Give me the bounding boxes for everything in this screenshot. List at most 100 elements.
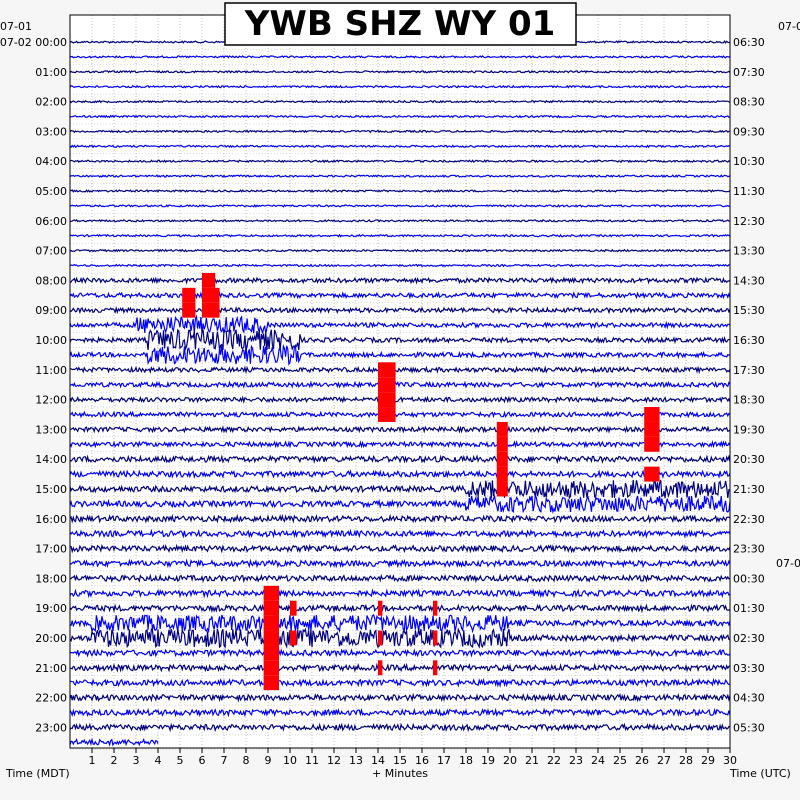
right-hour-label: 14:30 bbox=[733, 274, 765, 287]
right-hour-label: 15:30 bbox=[733, 304, 765, 317]
x-axis-title: + Minutes bbox=[372, 767, 428, 780]
right-hour-label: 03:30 bbox=[733, 662, 765, 675]
left-hour-label: 06:00 bbox=[35, 215, 67, 228]
right-date-mid: 07-02 bbox=[776, 557, 800, 570]
right-date-top: 07-01 bbox=[778, 20, 800, 33]
clipped-signal bbox=[378, 392, 396, 408]
left-hour-label: 10:00 bbox=[35, 334, 67, 347]
trace-layer bbox=[69, 39, 731, 747]
clipped-signal bbox=[202, 302, 220, 318]
clipped-signal bbox=[433, 630, 438, 646]
clipped-signal bbox=[378, 362, 396, 378]
seismic-trace bbox=[69, 84, 731, 89]
left-hour-label: 21:00 bbox=[35, 662, 67, 675]
x-tick-label: 16 bbox=[415, 754, 429, 767]
clipped-signal bbox=[263, 630, 279, 646]
seismic-trace bbox=[69, 204, 731, 208]
left-hour-label: 07-02 00:00 bbox=[0, 36, 67, 49]
right-hour-label: 02:30 bbox=[733, 632, 765, 645]
seismic-trace bbox=[69, 543, 731, 554]
x-tick-label: 3 bbox=[133, 754, 140, 767]
x-tick-label: 18 bbox=[459, 754, 473, 767]
x-tick-label: 22 bbox=[547, 754, 561, 767]
seismic-trace bbox=[69, 677, 731, 688]
seismic-trace bbox=[69, 707, 731, 718]
seismic-trace bbox=[69, 328, 730, 352]
right-hour-label: 11:30 bbox=[733, 185, 765, 198]
left-hour-label: 03:00 bbox=[35, 125, 67, 138]
x-tick-label: 30 bbox=[723, 754, 737, 767]
clipped-signal bbox=[290, 600, 297, 616]
seismic-trace bbox=[69, 174, 731, 178]
clipped-signal bbox=[433, 660, 438, 676]
clipped-signal bbox=[433, 600, 438, 616]
right-hour-label: 06:30 bbox=[733, 36, 765, 49]
left-hour-label: 16:00 bbox=[35, 513, 67, 526]
seismic-trace bbox=[69, 737, 159, 747]
seismic-trace bbox=[69, 69, 731, 74]
right-axis: 06:30 07:30 08:30 09:30 10:30 11:30 12:30 13:30… bbox=[733, 36, 765, 734]
x-tick-label: 6 bbox=[199, 754, 206, 767]
left-hour-label: 17:00 bbox=[35, 543, 67, 556]
left-hour-label: 12:00 bbox=[35, 394, 67, 407]
seismic-trace bbox=[69, 189, 731, 193]
seismic-trace bbox=[69, 440, 731, 449]
seismic-trace bbox=[69, 276, 731, 285]
x-tick-label: 24 bbox=[591, 754, 605, 767]
seismic-trace bbox=[69, 290, 731, 300]
seismic-trace bbox=[69, 395, 731, 404]
clipped-signal bbox=[644, 436, 660, 452]
seismic-trace bbox=[69, 233, 731, 238]
left-hour-label: 15:00 bbox=[35, 483, 67, 496]
clipped-signal bbox=[496, 421, 508, 437]
clipped-signal bbox=[378, 407, 396, 422]
seismic-trace bbox=[69, 380, 731, 389]
left-axis: 07-02 00:00 01:00 02:00 03:00 04:00 05:00 06:0… bbox=[0, 36, 67, 734]
x-axis: 1 2 3 4 5 6 7 8 9 10 11 12 13 14 15 16 17 18 19 20 21 22 23 24 2… bbox=[89, 748, 737, 767]
seismic-trace bbox=[69, 454, 731, 465]
right-hour-label: 20:30 bbox=[733, 453, 765, 466]
seismic-trace bbox=[69, 493, 731, 514]
x-tick-label: 14 bbox=[371, 754, 385, 767]
seismic-trace bbox=[69, 558, 731, 569]
seismic-trace bbox=[69, 692, 731, 703]
left-hour-label: 05:00 bbox=[35, 185, 67, 198]
x-tick-label: 9 bbox=[265, 754, 272, 767]
right-hour-label: 23:30 bbox=[733, 543, 765, 556]
seismic-trace bbox=[70, 573, 731, 584]
left-axis-title: Time (MDT) bbox=[5, 767, 70, 780]
clipped-signal bbox=[263, 645, 279, 661]
x-tick-label: 10 bbox=[283, 754, 297, 767]
clipped-signal bbox=[263, 615, 279, 631]
right-hour-label: 10:30 bbox=[733, 155, 765, 168]
right-hour-label: 16:30 bbox=[733, 334, 765, 347]
seismic-trace bbox=[69, 479, 731, 500]
x-tick-label: 28 bbox=[679, 754, 693, 767]
clipped-signal bbox=[644, 466, 660, 482]
x-tick-label: 17 bbox=[437, 754, 451, 767]
clipped-signal bbox=[378, 660, 383, 676]
x-tick-label: 26 bbox=[635, 754, 649, 767]
grid-layer bbox=[70, 15, 730, 750]
x-tick-label: 21 bbox=[525, 754, 539, 767]
clipped-signal bbox=[496, 481, 508, 497]
seismic-trace bbox=[69, 114, 731, 119]
right-hour-label: 00:30 bbox=[733, 572, 765, 585]
x-tick-label: 13 bbox=[349, 754, 363, 767]
x-tick-label: 27 bbox=[657, 754, 671, 767]
left-hour-label: 20:00 bbox=[35, 632, 67, 645]
clipped-signal bbox=[263, 675, 279, 691]
clipped-signal bbox=[644, 421, 660, 437]
left-hour-label: 19:00 bbox=[35, 602, 67, 615]
x-tick-label: 29 bbox=[701, 754, 715, 767]
x-tick-label: 8 bbox=[243, 754, 250, 767]
left-date-top: 07-01 bbox=[0, 20, 32, 33]
seismic-trace bbox=[69, 343, 731, 367]
seismic-trace bbox=[70, 662, 731, 673]
clipped-signal bbox=[496, 436, 508, 452]
clipped-signal bbox=[496, 466, 508, 482]
seismic-trace bbox=[69, 410, 731, 419]
seismic-trace bbox=[69, 129, 731, 134]
clipped-signal bbox=[378, 630, 383, 646]
